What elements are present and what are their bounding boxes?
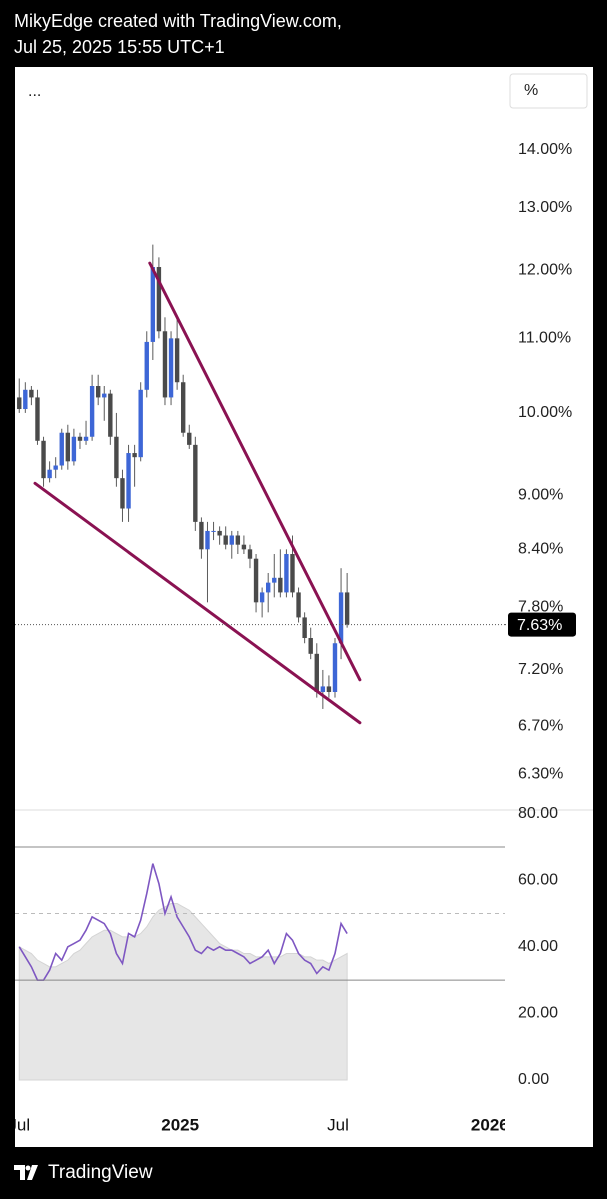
candle-body [168, 338, 174, 398]
y-tick-label: 14.00% [518, 141, 572, 158]
candle-body [344, 592, 350, 625]
candle-body [65, 432, 71, 462]
candle-body [259, 592, 265, 603]
logo-icon [14, 1165, 38, 1180]
candle-body [77, 436, 83, 441]
candle-body [296, 592, 301, 618]
candle-body [144, 341, 149, 390]
candle-body [235, 535, 241, 545]
candle-body [162, 331, 168, 398]
y-tick-label: 11.00% [518, 330, 571, 347]
candle-body [17, 397, 22, 410]
ma-area [18, 903, 348, 1081]
y-tick-label: 12.00% [518, 261, 572, 278]
candle-body [338, 592, 344, 644]
candle-body [41, 440, 46, 479]
y-tick-label: 7.20% [518, 661, 563, 678]
candle-body [302, 617, 307, 639]
candle-body [83, 436, 89, 441]
candle-body [120, 478, 125, 509]
candle-body [247, 549, 253, 559]
y-tick-label: 8.40% [518, 541, 563, 558]
scale-button-box[interactable] [509, 73, 588, 109]
candle-body [138, 389, 143, 458]
y-tick-label: 7.80% [518, 599, 563, 616]
candle-body [241, 544, 247, 550]
logo-dot [25, 1165, 31, 1171]
candle-body [132, 453, 137, 458]
candle-body [102, 393, 107, 398]
logo [14, 1165, 38, 1180]
candle-body [229, 535, 234, 545]
candle-body [126, 453, 131, 509]
candle-body [211, 530, 216, 532]
y-tick-label: 13.00% [518, 199, 572, 216]
y-tick-label: 80.00 [518, 805, 558, 822]
candle-body [278, 577, 283, 593]
axes: 14.00% 13.00% 12.00% 11.00% 10.00% 9.00% 8.40%… [505, 141, 576, 1088]
rsi-line [18, 863, 348, 981]
y-tick-label: 6.70% [518, 717, 563, 734]
candle-body [253, 558, 259, 603]
y-tick-label: 0.00 [518, 1071, 549, 1088]
candle-body [35, 397, 40, 441]
y-tick-label: 10.00% [518, 404, 572, 421]
candle-body [320, 686, 326, 692]
menu-button[interactable]: ... [28, 83, 41, 100]
x-tick-label: Jul [8, 1115, 30, 1134]
x-tick-label: 2026 [471, 1115, 509, 1134]
candle-body [284, 554, 289, 593]
y-tick-label: 60.00 [518, 871, 558, 888]
candle-body [47, 469, 52, 479]
candle-body [199, 521, 204, 550]
candle-body [89, 386, 95, 437]
candle-body [205, 530, 210, 550]
candle-body [156, 267, 162, 332]
candle-body [272, 577, 277, 583]
candle-body [150, 267, 156, 342]
candle-body [332, 643, 338, 692]
last-price-box [508, 612, 576, 637]
candle-body [217, 530, 222, 536]
candle-body [174, 338, 180, 383]
candle-body [114, 436, 119, 479]
last-price-label: 7.63% [517, 617, 562, 634]
header-line: MikyEdge created with TradingView.com, [14, 11, 342, 31]
y-tick-label: 9.00% [518, 487, 563, 504]
y-tick-label: 40.00 [518, 938, 558, 955]
candle-body [53, 465, 58, 470]
candle-body [223, 535, 228, 545]
x-tick-label: Jul [327, 1115, 349, 1134]
candle-body [193, 444, 198, 522]
candle-body [187, 432, 192, 445]
candle-body [59, 432, 64, 466]
plot: Jul 2025 Jul 2026 [8, 244, 509, 1134]
candle-body [71, 436, 77, 462]
candle-body [326, 686, 332, 692]
y-tick-label: 20.00 [518, 1005, 558, 1022]
candle-body [308, 638, 313, 654]
x-tick-label: 2025 [161, 1115, 199, 1134]
trendline [33, 481, 362, 725]
trendline [148, 261, 362, 682]
candle-body [180, 382, 186, 433]
candle-body [95, 386, 101, 398]
header-line: Jul 25, 2025 15:55 UTC+1 [14, 37, 225, 57]
y-tick-label: 6.30% [518, 766, 563, 783]
candle-body [265, 582, 271, 593]
candle-body [314, 653, 319, 692]
candle-body [108, 393, 113, 437]
candle-body [23, 389, 28, 410]
candle-body [290, 554, 295, 593]
candle-body [29, 389, 34, 398]
brand: TradingView [48, 1162, 153, 1183]
scale-button[interactable]: % [524, 82, 538, 99]
